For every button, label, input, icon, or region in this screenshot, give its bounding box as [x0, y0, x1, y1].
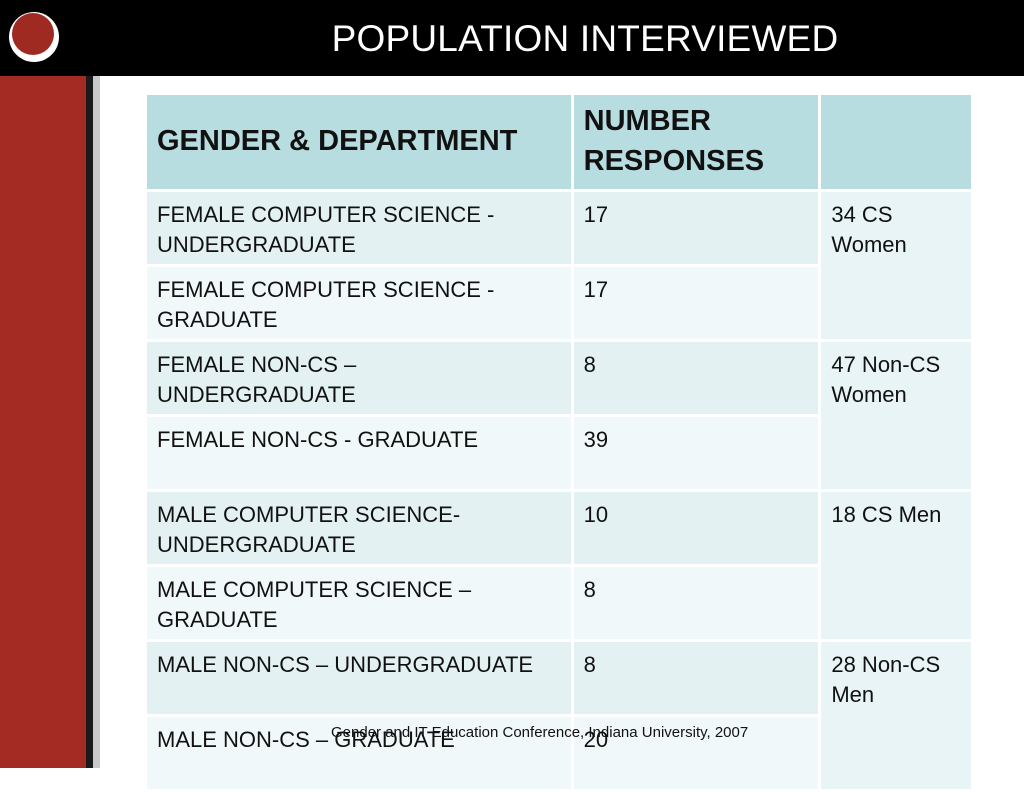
- table-row: FEMALE NON-CS - GRADUATE 39: [147, 417, 971, 489]
- left-red-bar: [0, 76, 86, 768]
- table-row: MALE NON-CS – UNDERGRADUATE 8 28 Non-CS …: [147, 642, 971, 789]
- total-cell: 47 Non-CS Women: [821, 342, 971, 489]
- count-cell: 17: [573, 267, 819, 339]
- column-header-number-responses: NUMBER RESPONSES: [573, 95, 819, 189]
- group-cell: FEMALE NON-CS - GRADUATE: [147, 417, 571, 489]
- left-grey-stripe: [93, 76, 100, 768]
- left-black-stripe: [86, 76, 93, 768]
- slide-title: POPULATION INTERVIEWED: [331, 18, 839, 59]
- table-header-row: GENDER & DEPARTMENT NUMBER RESPONSES: [147, 95, 971, 189]
- title-bar: POPULATION INTERVIEWED: [0, 0, 1024, 76]
- column-header-totals: [821, 95, 971, 189]
- population-table: GENDER & DEPARTMENT NUMBER RESPONSES FEM…: [144, 92, 974, 792]
- total-cell: 28 Non-CS Men: [821, 642, 971, 789]
- group-cell: FEMALE COMPUTER SCIENCE - GRADUATE: [147, 267, 571, 339]
- table-row: FEMALE COMPUTER SCIENCE - UNDERGRADUATE …: [147, 192, 971, 339]
- group-cell: FEMALE NON-CS – UNDERGRADUATE: [147, 342, 571, 414]
- group-cell: FEMALE COMPUTER SCIENCE - UNDERGRADUATE: [147, 192, 571, 264]
- table-row: FEMALE COMPUTER SCIENCE - GRADUATE 17: [147, 267, 971, 339]
- table-row: MALE COMPUTER SCIENCE – GRADUATE 8: [147, 567, 971, 639]
- column-header-gender-department: GENDER & DEPARTMENT: [147, 95, 571, 189]
- count-cell: 8: [573, 342, 819, 414]
- total-cell: 34 CS Women: [821, 192, 971, 339]
- logo-circle-icon: [9, 12, 59, 62]
- footer-citation: Gender and IT Education Conference, Indi…: [331, 724, 749, 741]
- table-row: FEMALE NON-CS – UNDERGRADUATE 8 47 Non-C…: [147, 342, 971, 489]
- count-cell: 8: [573, 642, 819, 714]
- group-cell: MALE COMPUTER SCIENCE- UNDERGRADUATE: [147, 492, 571, 564]
- count-cell: 8: [573, 567, 819, 639]
- count-cell: 10: [573, 492, 819, 564]
- group-cell: MALE NON-CS – UNDERGRADUATE: [147, 642, 571, 714]
- count-cell: 17: [573, 192, 819, 264]
- count-cell: 39: [573, 417, 819, 489]
- group-cell: MALE COMPUTER SCIENCE – GRADUATE: [147, 567, 571, 639]
- table-row: MALE COMPUTER SCIENCE- UNDERGRADUATE 10 …: [147, 492, 971, 639]
- total-cell: 18 CS Men: [821, 492, 971, 639]
